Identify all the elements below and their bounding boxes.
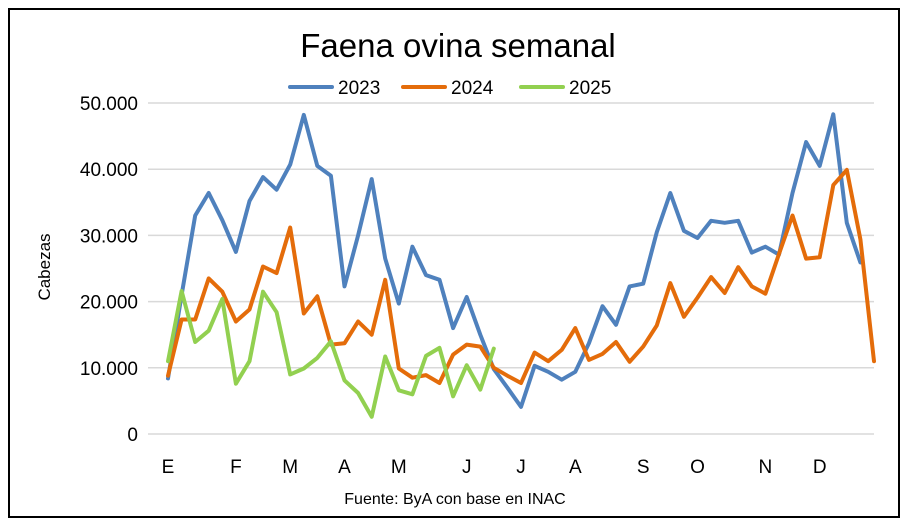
series-line-2023 [166,112,863,409]
legend-label-2025: 2025 [569,78,611,99]
x-tick-label: N [759,457,773,478]
chart-title: Faena ovina semanal [300,27,616,64]
x-tick-label: D [813,457,827,478]
x-tick-label: J [516,457,526,478]
x-tick-label: M [282,457,298,478]
legend-label-2023: 2023 [338,78,380,99]
y-tick-label: 0 [127,425,138,446]
source-note: Fuente: ByA con base en INAC [344,491,565,508]
x-tick-label: A [338,457,351,478]
series-line-2024 [166,167,876,385]
x-tick-label: A [569,457,582,478]
y-tick-label: 30.000 [80,226,138,247]
legend: 2023 2024 2025 [288,78,611,99]
y-tick-label: 50.000 [80,94,138,115]
y-tick-label: 20.000 [80,293,138,314]
chart-frame [8,8,900,518]
gridlines [148,102,874,435]
y-tick-label: 10.000 [80,359,138,380]
series-lines [166,112,876,419]
y-tick-label: 40.000 [80,160,138,181]
y-axis-ticks: 0 10.000 20.000 30.000 40.000 50.000 [80,94,138,446]
y-axis-label: Cabezas [35,233,54,300]
x-tick-label: F [230,457,242,478]
x-tick-label: S [637,457,650,478]
x-tick-label: O [690,457,705,478]
x-tick-label: M [391,457,407,478]
legend-label-2024: 2024 [451,78,494,99]
x-tick-label: E [162,457,175,478]
series-line-2025 [166,289,496,419]
x-tick-label: J [462,457,472,478]
